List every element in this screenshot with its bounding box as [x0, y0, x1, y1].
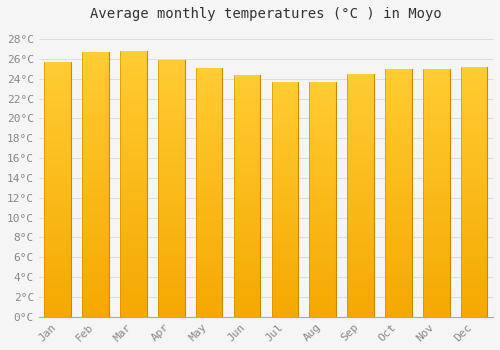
Title: Average monthly temperatures (°C ) in Moyo: Average monthly temperatures (°C ) in Mo… [90, 7, 442, 21]
